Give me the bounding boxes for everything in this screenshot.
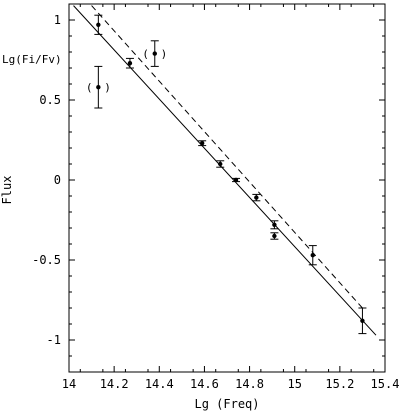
data-point xyxy=(216,160,225,168)
data-point xyxy=(308,245,317,266)
y-tick-label: -0.5 xyxy=(32,253,61,267)
data-point xyxy=(270,232,279,240)
x-tick-label: 15 xyxy=(287,377,301,391)
point-marker xyxy=(310,253,315,258)
data-point xyxy=(232,177,241,183)
point-marker xyxy=(272,222,277,227)
point-marker xyxy=(127,61,133,66)
y-axis-label: Flux xyxy=(0,176,14,205)
dashed-fit-line xyxy=(91,5,363,309)
data-point xyxy=(252,193,261,202)
x-tick-label: 14.2 xyxy=(100,377,129,391)
exclusion-paren-right: ) xyxy=(105,81,109,94)
y-tick-label: 0.5 xyxy=(39,93,61,107)
data-point xyxy=(358,307,367,335)
exclusion-paren-right: ) xyxy=(162,48,166,61)
y-tick-labels: 1 0.5 0 -0.5 -1 xyxy=(32,13,61,347)
fit-lines xyxy=(73,5,377,336)
y-tick-label: 0 xyxy=(54,173,61,187)
solid-fit-line xyxy=(73,5,377,336)
x-tick-labels: 14 14.2 14.4 14.6 14.8 15 15.2 15.4 xyxy=(62,377,400,391)
point-marker xyxy=(199,141,205,146)
point-marker xyxy=(152,51,157,56)
x-tick-label: 15.4 xyxy=(371,377,400,391)
data-points: ()() xyxy=(87,14,367,335)
x-tick-label: 14.6 xyxy=(190,377,219,391)
inset-label: Lg(Fi/Fv) xyxy=(2,53,62,66)
x-tick-label: 14.8 xyxy=(235,377,264,391)
y-tick-label: 1 xyxy=(54,13,61,27)
point-marker xyxy=(96,85,101,90)
x-tick-label: 14 xyxy=(62,377,76,391)
x-tick-label: 15.2 xyxy=(325,377,354,391)
plot-frame xyxy=(68,3,386,373)
point-marker xyxy=(254,195,259,200)
point-marker xyxy=(96,22,101,27)
point-marker xyxy=(233,177,239,183)
point-marker xyxy=(360,318,365,323)
data-point xyxy=(198,140,207,147)
point-marker xyxy=(272,233,277,239)
x-tick-label: 14.4 xyxy=(145,377,174,391)
exclusion-paren-left: ( xyxy=(144,48,148,61)
point-marker xyxy=(218,161,223,167)
data-point: () xyxy=(87,65,109,109)
data-point xyxy=(270,220,279,230)
axis-ticks xyxy=(68,4,386,372)
y-tick-label: -1 xyxy=(47,333,61,347)
x-axis-label: Lg (Freq) xyxy=(194,397,259,411)
data-point: () xyxy=(144,40,166,67)
data-point xyxy=(125,57,134,69)
exclusion-paren-left: ( xyxy=(87,81,91,94)
data-point xyxy=(94,14,103,35)
